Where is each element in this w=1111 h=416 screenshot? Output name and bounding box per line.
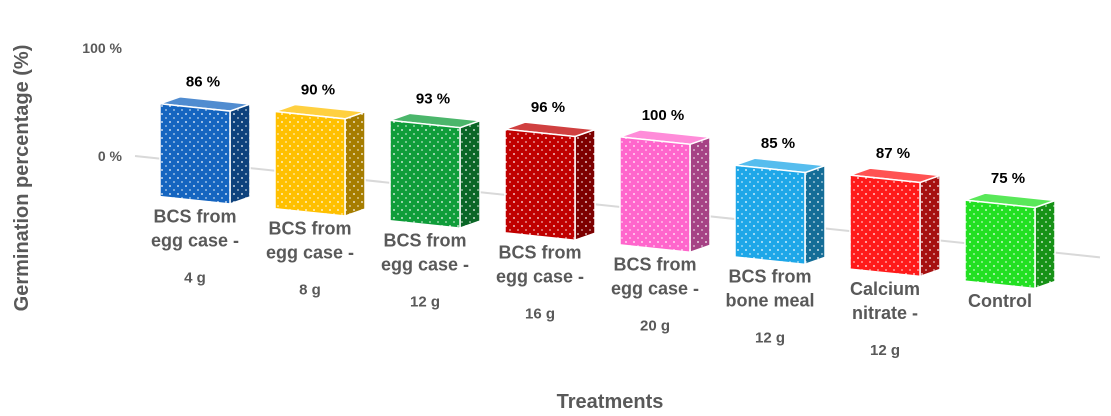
bar-front-texture (965, 200, 1035, 289)
bar (849, 167, 941, 278)
bar (504, 121, 596, 242)
data-label: 93 % (416, 90, 450, 107)
category-sublabel: 12 g (870, 342, 900, 359)
y-tick-label: 0 % (98, 148, 123, 164)
y-axis-title: Germination percentage (%) (11, 45, 33, 312)
bar (389, 112, 481, 230)
category-label: BCS from (383, 230, 466, 250)
bar-side-texture (345, 111, 365, 217)
category-sublabel: 16 g (525, 306, 555, 323)
bar (964, 192, 1056, 290)
category-label: BCS from (153, 206, 236, 226)
category-sublabel: 20 g (640, 318, 670, 335)
bar-front-texture (505, 129, 575, 241)
bar-front-texture (735, 165, 805, 265)
category-label: Calcium (850, 279, 920, 299)
bar-side-texture (920, 175, 940, 277)
category-label: BCS from (268, 218, 351, 238)
category-sublabel: 8 g (299, 281, 321, 298)
bar-front-texture (850, 175, 920, 277)
category-sublabel: 4 g (184, 269, 206, 286)
bar-side-texture (1035, 200, 1055, 289)
category-label: egg case - (381, 254, 469, 274)
bar (619, 129, 711, 254)
bar-front-texture (390, 120, 460, 229)
data-label: 86 % (186, 74, 220, 91)
data-label: 75 % (991, 170, 1025, 187)
bar-side-texture (575, 129, 595, 241)
bar-side-texture (805, 165, 825, 265)
data-label: 100 % (642, 107, 685, 124)
category-sublabel: 12 g (410, 293, 440, 310)
bar-side-texture (460, 120, 480, 229)
data-label: 96 % (531, 99, 565, 116)
x-axis-title: Treatments (557, 391, 664, 413)
data-label: 90 % (301, 82, 335, 99)
bar-front-texture (620, 136, 690, 253)
bar (274, 103, 366, 218)
y-tick-label: 100 % (82, 40, 122, 56)
data-label: 87 % (876, 145, 910, 162)
bar-front-texture (275, 111, 345, 217)
bar-front-texture (160, 103, 230, 204)
bar-side-texture (230, 104, 250, 204)
category-label: Control (968, 291, 1032, 311)
category-label: bone meal (725, 291, 814, 311)
category-label: egg case - (266, 242, 354, 262)
category-label: BCS from (498, 243, 581, 263)
category-sublabel: 12 g (755, 330, 785, 347)
bar-side-texture (690, 137, 710, 253)
data-label: 85 % (761, 135, 795, 152)
category-label: egg case - (496, 267, 584, 287)
bar (734, 157, 826, 266)
category-label: egg case - (611, 279, 699, 299)
bar (159, 95, 251, 206)
category-label: egg case - (151, 230, 239, 250)
category-label: BCS from (613, 255, 696, 275)
category-label: nitrate - (852, 303, 918, 323)
category-label: BCS from (728, 267, 811, 287)
